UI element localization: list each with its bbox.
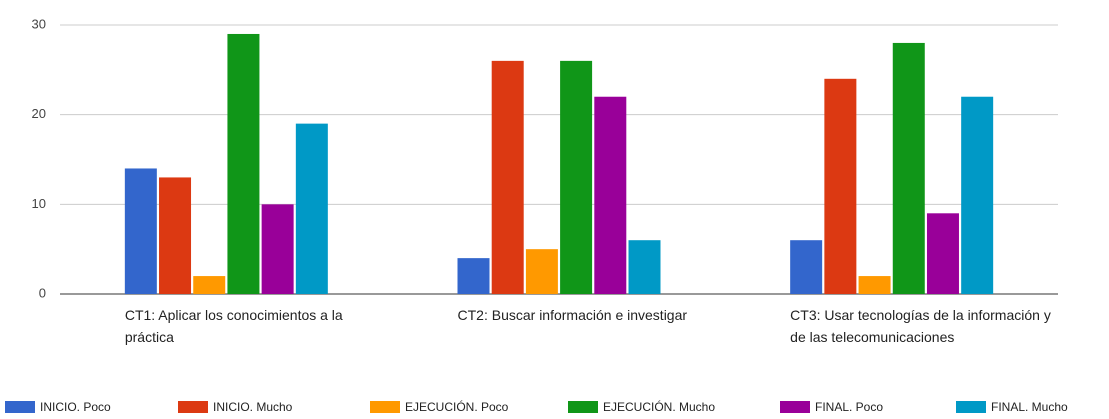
- legend-swatch: [780, 401, 810, 413]
- bar: [525, 249, 558, 294]
- legend-label: EJECUCIÓN. Mucho: [603, 399, 715, 414]
- legend-swatch: [370, 401, 400, 413]
- label-line: CT2: Buscar información e investigar: [458, 307, 688, 323]
- bar: [491, 60, 524, 294]
- x-tick-label: CT2: Buscar información e investigar: [458, 307, 688, 323]
- legend-swatch: [178, 401, 208, 413]
- legend-label: FINAL. Mucho: [991, 400, 1068, 414]
- label-line: práctica: [125, 329, 174, 345]
- bar: [926, 213, 959, 294]
- legend-swatch: [5, 401, 35, 413]
- label-line: CT3: Usar tecnologías de la información …: [790, 307, 1051, 323]
- legend-swatch: [568, 401, 598, 413]
- bar: [790, 240, 823, 294]
- bar: [261, 204, 294, 294]
- legend-label: INICIO. Poco: [40, 400, 111, 414]
- legend-label: EJECUCIÓN. Poco: [405, 399, 509, 414]
- bar: [159, 177, 192, 294]
- y-tick-label: 10: [32, 196, 46, 211]
- bar: [193, 276, 226, 294]
- legend-label: INICIO. Mucho: [213, 400, 293, 414]
- bar: [457, 258, 490, 294]
- y-tick-label: 0: [39, 285, 46, 300]
- legend-label: FINAL. Poco: [815, 400, 883, 414]
- label-line: CT1: Aplicar los conocimientos a la: [125, 307, 343, 323]
- x-tick-label: CT1: Aplicar los conocimientos a la práct…: [125, 307, 343, 345]
- bar: [628, 240, 661, 294]
- bar: [961, 96, 994, 294]
- bar: [892, 42, 925, 294]
- bar: [227, 33, 260, 294]
- bar: [124, 168, 157, 294]
- bar: [824, 78, 857, 294]
- label-line: de las telecomunicaciones: [790, 329, 954, 345]
- bar: [594, 96, 627, 294]
- y-tick-label: 20: [32, 106, 46, 121]
- legend-swatch: [956, 401, 986, 413]
- x-tick-label: CT3: Usar tecnologías de la información …: [790, 307, 1051, 345]
- bar: [295, 123, 328, 294]
- bar: [560, 60, 593, 294]
- bar: [858, 276, 891, 294]
- y-tick-label: 30: [32, 16, 46, 31]
